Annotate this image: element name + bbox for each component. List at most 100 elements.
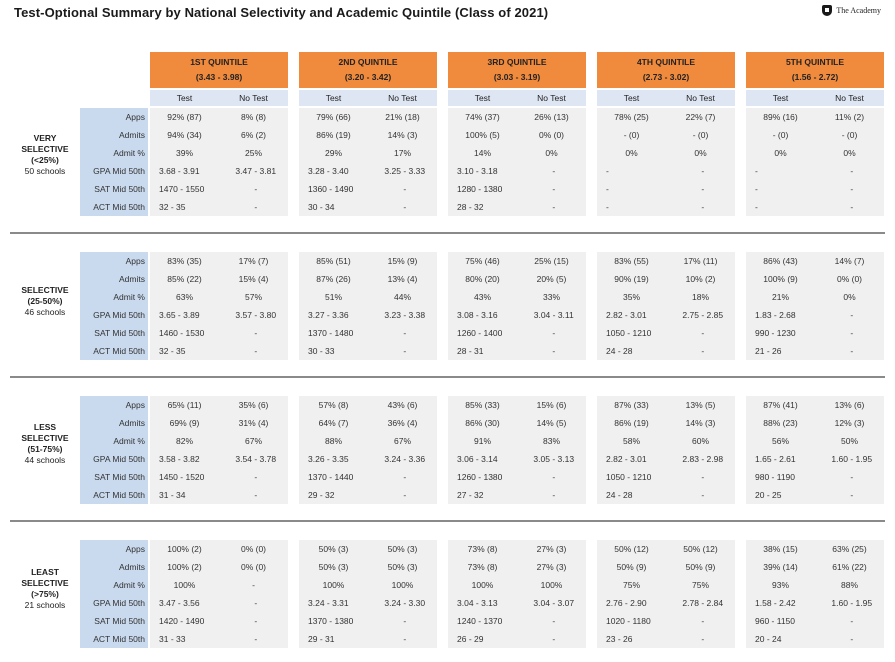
no-test-cell: - [552,616,556,626]
test-column-label: Test [623,93,640,103]
no-test-cell: 2.78 - 2.84 [682,598,724,608]
table-row: -- [746,162,884,180]
table-row: 3.68 - 3.91 3.47 - 3.81 [150,162,288,180]
test-cell: 1.65 - 2.61 [755,454,796,464]
test-cell: - (0) [772,130,789,140]
no-test-cell: - [850,346,854,356]
table-row: 100% - [150,576,288,594]
table-row: 1240 - 1370 - [448,612,586,630]
no-test-cell: 0% (0) [538,130,565,140]
quintile-range: (2.73 - 3.02) [642,72,690,82]
table-row: 87% (33) 13% (5) [597,396,735,414]
table-row: 79% (66) 21% (18) [299,108,437,126]
selectivity-name: SELECTIVE [21,144,69,154]
table-row: 1050 - 1210 - [597,468,735,486]
no-test-cell: - [701,328,705,338]
test-cell: 35% [622,292,640,302]
test-cell: 21% [771,292,789,302]
row-label-column: Apps Admits Admit % GPA Mid 50th SAT Mid 50t… [80,540,148,648]
test-column-label: Test [325,93,342,103]
table-row: 50% (3) 50% (3) [299,558,437,576]
quintile-range: (1.56 - 2.72) [791,72,839,82]
table-row: -- [746,198,884,216]
table-row: 1.83 - 2.68 - [746,306,884,324]
table-row: 82% 67% [150,432,288,450]
no-test-column-label: No Test [537,93,566,103]
test-cell: 29 - 32 [308,490,335,500]
table-row: 83% (35) 17% (7) [150,252,288,270]
row-label: SAT Mid 50th [94,184,145,194]
no-test-cell: 75% [691,580,709,590]
test-column-label: Test [176,93,193,103]
table-row: 86% (30) 14% (5) [448,414,586,432]
test-cell: 38% (15) [763,544,798,554]
no-test-column-label: No Test [239,93,268,103]
test-cell: 1.58 - 2.42 [755,598,796,608]
school-count: 46 schools [24,307,66,317]
no-test-cell: 100% [391,580,414,590]
no-test-cell: 2.83 - 2.98 [682,454,724,464]
table-row: 1.65 - 2.61 1.60 - 1.95 [746,450,884,468]
table-row: 78% (25) 22% (7) [597,108,735,126]
no-test-cell: 13% (4) [387,274,418,284]
test-cell: 960 - 1150 [755,616,796,626]
test-cell: 3.28 - 3.40 [308,166,349,176]
test-cell: 75% [622,580,640,590]
no-test-cell: - [254,634,258,644]
test-cell: 3.06 - 3.14 [457,454,498,464]
shield-icon [822,5,833,16]
no-test-cell: 3.24 - 3.36 [384,454,426,464]
table-row: 89% (16) 11% (2) [746,108,884,126]
test-cell: 56% [771,436,789,446]
test-cell: 30 - 33 [308,346,335,356]
no-test-cell: - [701,166,705,176]
table-row: 100% (2) 0% (0) [150,558,288,576]
test-cell: 100% [173,580,196,590]
test-cell: 1460 - 1530 [159,328,205,338]
school-count: 44 schools [24,455,66,465]
row-label: ACT Mid 50th [93,490,145,500]
no-test-cell: - [254,346,258,356]
table-row: 100% (9) 0% (0) [746,270,884,288]
test-cell: 20 - 24 [755,634,782,644]
no-test-cell: 15% (9) [387,256,418,266]
table-row: 32 - 35 - [150,198,288,216]
table-row: 100% 100% [299,576,437,594]
test-cell: 1420 - 1490 [159,616,205,626]
table-row: 85% (51) 15% (9) [299,252,437,270]
no-test-cell: 36% (4) [387,418,418,428]
no-test-cell: - [252,580,255,590]
no-test-cell: - [552,328,556,338]
row-label: SAT Mid 50th [94,616,145,626]
school-count: 50 schools [24,166,66,176]
no-test-cell: 3.05 - 3.13 [533,454,575,464]
table-row: 87% (26) 13% (4) [299,270,437,288]
selectivity-name: SELECTIVE [21,285,69,295]
selectivity-name: (25-50%) [27,296,63,306]
test-cell: 1470 - 1550 [159,184,205,194]
table-row: 29% 17% [299,144,437,162]
no-test-cell: 63% (25) [832,544,867,554]
selectivity-label: LEAST SELECTIVE (>75%) 21 schools [8,567,82,611]
test-cell: 39% (14) [763,562,798,572]
test-cell: 100% (2) [167,562,202,572]
table-row: 80% (20) 20% (5) [448,270,586,288]
table-row: 3.26 - 3.35 3.24 - 3.36 [299,450,437,468]
no-test-cell: - [850,472,854,482]
no-test-cell: 21% (18) [385,112,420,122]
no-test-cell: 15% (4) [238,274,269,284]
no-test-cell: 3.57 - 3.80 [235,310,277,320]
test-column-label: Test [772,93,789,103]
no-test-cell: - [403,346,407,356]
quintile-data-block: 65% (11) 35% (6) 69% (9) 31% (4) 82% 67% 3.58 … [150,396,288,504]
test-cell: 1050 - 1210 [606,328,652,338]
table-row: 1460 - 1530 - [150,324,288,342]
test-cell: 29 - 31 [308,634,335,644]
table-row: 960 - 1150 - [746,612,884,630]
test-column-label: Test [474,93,491,103]
row-label: Admits [119,418,145,428]
no-test-cell: - [701,202,705,212]
no-test-cell: 3.04 - 3.11 [533,310,574,320]
table-row: 39% 25% [150,144,288,162]
test-cell: 100% (5) [465,130,500,140]
